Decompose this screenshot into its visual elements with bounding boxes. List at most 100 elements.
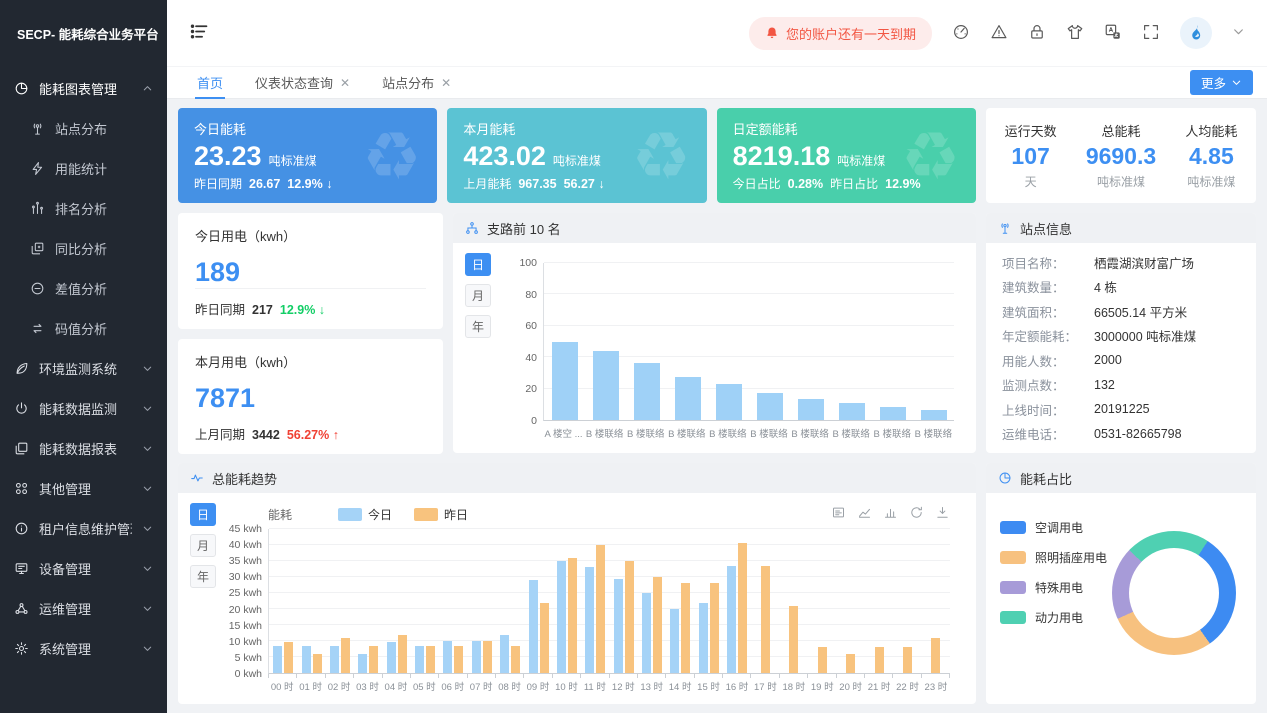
tab-首页[interactable]: 首页 xyxy=(181,67,239,99)
bar-昨日[interactable] xyxy=(761,565,771,673)
bar-昨日[interactable] xyxy=(567,557,577,673)
sidebar-item[interactable]: 能耗数据监测 xyxy=(0,388,167,428)
bar-昨日[interactable] xyxy=(369,645,379,673)
bar[interactable] xyxy=(797,398,824,420)
tab-close-icon[interactable]: ✕ xyxy=(340,75,351,90)
sidebar-subitem[interactable]: 差值分析 xyxy=(0,268,167,308)
dashboard-icon[interactable] xyxy=(952,23,970,44)
fullscreen-icon[interactable] xyxy=(1142,23,1160,44)
pie-legend-item-动力用电[interactable]: 动力用电 xyxy=(1000,609,1112,626)
period-button-年[interactable]: 年 xyxy=(190,565,216,588)
bar-昨日[interactable] xyxy=(539,602,549,673)
donut-chart[interactable] xyxy=(1112,531,1236,655)
bar-今日[interactable] xyxy=(727,565,737,673)
bar-今日[interactable] xyxy=(443,641,453,673)
lock-icon[interactable] xyxy=(1028,23,1046,44)
period-button-年[interactable]: 年 xyxy=(465,315,491,338)
bar[interactable] xyxy=(551,341,578,420)
sidebar-subitem[interactable]: 排名分析 xyxy=(0,188,167,228)
bar-今日[interactable] xyxy=(329,645,339,673)
collapse-menu-icon[interactable] xyxy=(189,21,210,45)
legend-item-今日[interactable]: 今日 xyxy=(338,506,392,523)
bar[interactable] xyxy=(674,376,701,420)
period-button-月[interactable]: 月 xyxy=(190,534,216,557)
sidebar-item[interactable]: 系统管理 xyxy=(0,628,167,668)
bar-昨日[interactable] xyxy=(846,653,856,673)
period-button-月[interactable]: 月 xyxy=(465,284,491,307)
bar-今日[interactable] xyxy=(415,645,425,673)
bar-昨日[interactable] xyxy=(397,634,407,673)
bar-今日[interactable] xyxy=(698,602,708,673)
bar[interactable] xyxy=(715,383,742,420)
bar[interactable] xyxy=(838,402,865,420)
bar-昨日[interactable] xyxy=(312,653,322,673)
bar-昨日[interactable] xyxy=(789,605,799,673)
tab-close-icon[interactable]: ✕ xyxy=(441,75,452,90)
avatar[interactable] xyxy=(1180,17,1212,49)
data-view-icon[interactable] xyxy=(831,505,846,523)
sidebar-item[interactable]: 能耗数据报表 xyxy=(0,428,167,468)
bar-昨日[interactable] xyxy=(738,543,748,673)
bar-昨日[interactable] xyxy=(931,637,941,673)
bar-昨日[interactable] xyxy=(681,583,691,673)
bar[interactable] xyxy=(592,350,619,420)
translate-icon[interactable] xyxy=(1104,23,1122,44)
pie-legend-item-特殊用电[interactable]: 特殊用电 xyxy=(1000,579,1112,596)
bar-今日[interactable] xyxy=(642,593,652,673)
bar-昨日[interactable] xyxy=(902,647,912,673)
sidebar-item[interactable]: 运维管理 xyxy=(0,588,167,628)
bar-昨日[interactable] xyxy=(454,645,464,673)
bar-今日[interactable] xyxy=(358,653,368,673)
sidebar-item[interactable]: 租户信息维护管理 xyxy=(0,508,167,548)
bar-昨日[interactable] xyxy=(817,647,827,673)
refresh-icon[interactable] xyxy=(909,505,924,523)
bar-今日[interactable] xyxy=(613,578,623,673)
user-menu-chevron-icon[interactable] xyxy=(1232,25,1245,41)
download-icon[interactable] xyxy=(935,505,950,523)
bar-今日[interactable] xyxy=(528,580,538,673)
bar[interactable] xyxy=(920,409,947,420)
bar-今日[interactable] xyxy=(585,567,595,673)
bar-昨日[interactable] xyxy=(596,545,606,673)
bar-昨日[interactable] xyxy=(653,577,663,673)
period-button-日[interactable]: 日 xyxy=(190,503,216,526)
bar-今日[interactable] xyxy=(670,609,680,673)
bar-昨日[interactable] xyxy=(874,647,884,673)
bar-今日[interactable] xyxy=(273,645,283,673)
sidebar-item[interactable]: 能耗图表管理 xyxy=(0,68,167,108)
sidebar-item[interactable]: 设备管理 xyxy=(0,548,167,588)
bar[interactable] xyxy=(633,363,660,420)
bar-昨日[interactable] xyxy=(624,561,634,673)
bar[interactable] xyxy=(756,393,783,420)
bar-昨日[interactable] xyxy=(284,641,294,673)
sidebar-item[interactable]: 环境监测系统 xyxy=(0,348,167,388)
bar-昨日[interactable] xyxy=(426,645,436,673)
more-button[interactable]: 更多 xyxy=(1189,70,1253,95)
period-button-日[interactable]: 日 xyxy=(465,253,491,276)
pie-legend-item-空调用电[interactable]: 空调用电 xyxy=(1000,519,1112,536)
bar[interactable] xyxy=(879,407,906,420)
tshirt-icon[interactable] xyxy=(1066,23,1084,44)
sidebar-subitem[interactable]: 码值分析 xyxy=(0,308,167,348)
pie-legend-item-照明插座用电[interactable]: 照明插座用电 xyxy=(1000,549,1112,566)
legend-item-昨日[interactable]: 昨日 xyxy=(414,506,468,523)
bar-昨日[interactable] xyxy=(511,645,521,673)
bar-今日[interactable] xyxy=(500,634,510,673)
warning-icon[interactable] xyxy=(990,23,1008,44)
bar-昨日[interactable] xyxy=(340,637,350,673)
sidebar-item[interactable]: 其他管理 xyxy=(0,468,167,508)
tab-仪表状态查询[interactable]: 仪表状态查询 ✕ xyxy=(239,67,366,98)
bar-今日[interactable] xyxy=(556,561,566,673)
bar-今日[interactable] xyxy=(386,641,396,673)
sidebar-subitem[interactable]: 站点分布 xyxy=(0,108,167,148)
bar-chart-icon[interactable] xyxy=(883,505,898,523)
tab-站点分布[interactable]: 站点分布 ✕ xyxy=(366,67,467,98)
bar-昨日[interactable] xyxy=(709,583,719,673)
sidebar-subitem[interactable]: 同比分析 xyxy=(0,228,167,268)
bar-昨日[interactable] xyxy=(482,641,492,673)
bar-今日[interactable] xyxy=(301,645,311,673)
line-chart-icon[interactable] xyxy=(857,505,872,523)
account-alert[interactable]: 您的账户还有一天到期 xyxy=(748,16,932,50)
bar-今日[interactable] xyxy=(471,641,481,673)
sidebar-subitem[interactable]: 用能统计 xyxy=(0,148,167,188)
